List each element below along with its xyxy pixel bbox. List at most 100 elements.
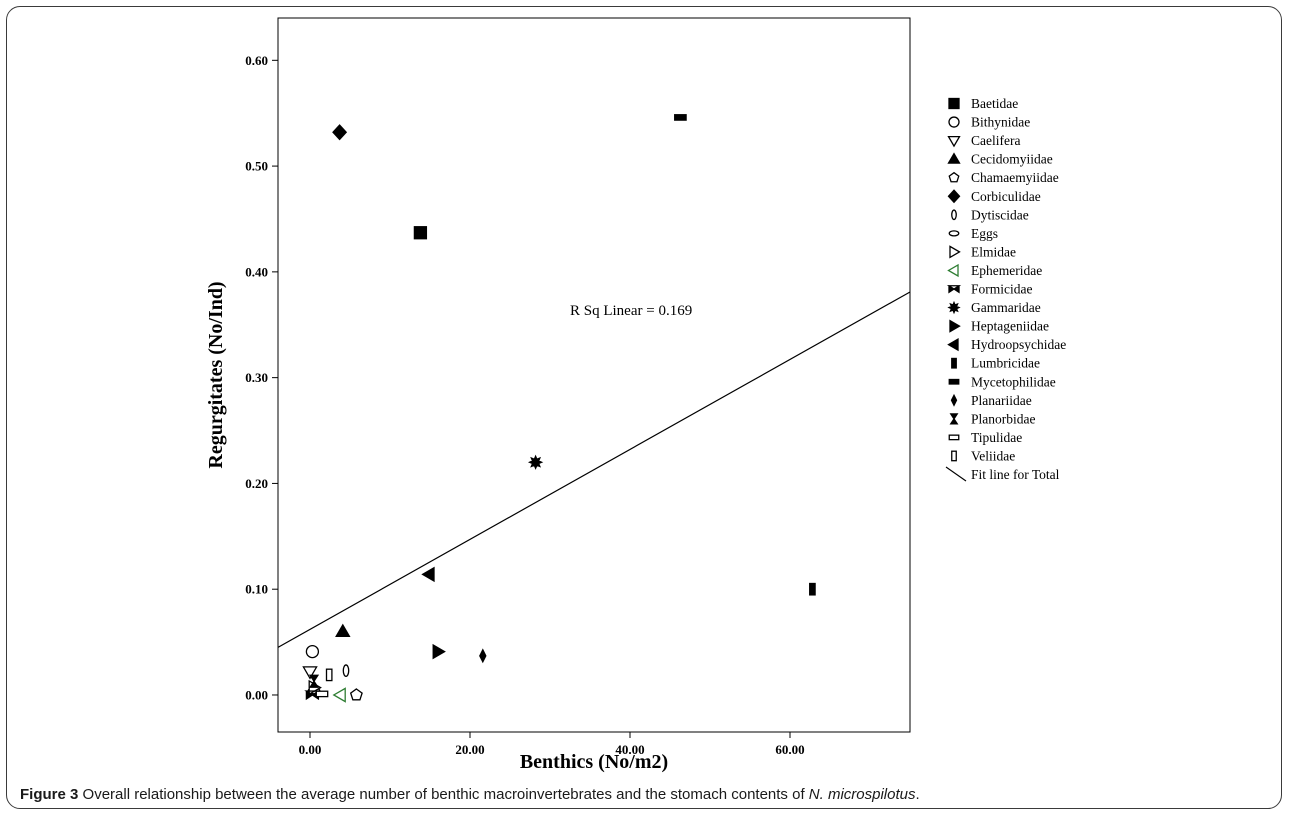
points-layer [302, 114, 816, 703]
legend-marker [947, 135, 961, 148]
caption-end: . [915, 786, 920, 803]
legend-label: Gammaridae [971, 300, 1041, 315]
legend-item-fit-line: Fit line for Total [945, 466, 1060, 482]
point-corbiculidae [332, 124, 348, 141]
legend-label: Hydroopsychidae [971, 337, 1066, 352]
legend-item: Planorbidae [949, 411, 1035, 426]
legend-label: Dytiscidae [971, 207, 1029, 222]
caption-text: Overall relationship between the average… [78, 786, 809, 803]
x-axis: 0.00 20.00 40.00 60.00 [299, 732, 805, 757]
legend-label: Planorbidae [971, 411, 1035, 426]
fit-line-layer [277, 291, 911, 648]
point-chamaemyiidae [349, 688, 363, 701]
x-tick-label: 40.00 [615, 742, 644, 757]
fit-line [277, 291, 911, 648]
point-caelifera [302, 666, 318, 680]
legend-label: Formicidae [971, 282, 1032, 297]
legend-item: Corbiculidae [947, 189, 1041, 204]
legend-marker [948, 434, 960, 441]
legend-item: Baetidae [948, 96, 1018, 111]
legend-label: Eggs [971, 226, 998, 241]
legend-marker [948, 230, 960, 237]
legend: Baetidae Bithynidae Caelifera Cecidomyiidae… [945, 96, 1066, 482]
legend-item: Ephemeridae [947, 263, 1042, 278]
caption-species: N. microspilotus [808, 786, 916, 803]
legend-label: Cecidomyiidae [971, 152, 1053, 167]
legend-marker [947, 263, 959, 278]
point-mycetophilidae [674, 114, 687, 121]
legend-marker [951, 209, 957, 221]
legend-marker [949, 245, 961, 259]
y-axis: 0.00 0.10 0.20 0.30 0.40 0.50 0.60 [245, 53, 278, 702]
legend-marker [949, 413, 959, 425]
x-tick-label: 0.00 [299, 742, 322, 757]
legend-label: Elmidae [971, 244, 1016, 259]
y-tick-label: 0.10 [245, 582, 268, 597]
figure-frame [6, 6, 1282, 809]
legend-item: Lumbricidae [951, 356, 1040, 371]
legend-item: Cecidomyiidae [947, 152, 1053, 167]
point-heptageniidae [432, 643, 446, 660]
legend-marker [948, 171, 960, 183]
legend-item: Bithynidae [948, 115, 1030, 130]
legend-label: Bithynidae [971, 115, 1030, 130]
legend-item: Formicidae [946, 282, 1032, 297]
point-tipulidae [315, 690, 329, 698]
point-hydroopsychidae [421, 566, 435, 583]
legend-item: Eggs [948, 226, 998, 241]
y-tick-label: 0.40 [245, 264, 268, 279]
point-lumbricidae [809, 582, 816, 596]
legend-marker [948, 116, 960, 128]
legend-marker [948, 378, 960, 385]
scatter-chart: 0.00 20.00 40.00 60.00 0.00 0.10 0.20 0.30 0.40… [205, 17, 1066, 773]
legend-item: Dytiscidae [951, 207, 1029, 222]
point-gammaridae [527, 454, 544, 470]
legend-label: Corbiculidae [971, 189, 1041, 204]
x-tick-label: 60.00 [775, 742, 804, 757]
legend-label: Ephemeridae [971, 263, 1042, 278]
point-baetidae [413, 226, 428, 240]
legend-label: Veliidae [971, 448, 1015, 463]
legend-marker [951, 357, 957, 369]
caption-label: Figure 3 [20, 786, 79, 803]
legend-item: Heptageniidae [949, 319, 1049, 334]
y-tick-label: 0.00 [245, 687, 268, 702]
legend-marker [951, 450, 957, 462]
legend-label: Planariidae [971, 393, 1032, 408]
r-squared-annotation: R Sq Linear = 0.169 [570, 303, 692, 319]
y-tick-label: 0.50 [245, 159, 268, 174]
legend-label: Lumbricidae [971, 356, 1040, 371]
legend-item: Chamaemyiidae [948, 170, 1059, 185]
x-tick-label: 20.00 [455, 742, 484, 757]
y-tick-label: 0.30 [245, 370, 268, 385]
legend-label: Caelifera [971, 133, 1020, 148]
legend-marker [947, 300, 961, 315]
y-axis-title: Regurgitates (No/Ind) [205, 281, 227, 468]
legend-item: Planariidae [950, 393, 1032, 408]
point-ephemeridae [332, 687, 346, 703]
point-planariidae [479, 648, 487, 664]
point-dytiscidae [342, 664, 350, 677]
point-veliidae [325, 668, 333, 682]
point-cecidomyiidae [335, 623, 351, 637]
legend-item: Veliidae [951, 448, 1015, 463]
y-tick-label: 0.20 [245, 476, 268, 491]
legend-marker [947, 338, 959, 352]
figure-caption: Figure 3 Overall relationship between th… [20, 786, 1275, 803]
legend-marker [947, 189, 961, 204]
point-bithynidae [305, 644, 320, 659]
legend-marker [948, 97, 960, 110]
legend-item: Mycetophilidae [948, 374, 1056, 389]
legend-label: Baetidae [971, 96, 1018, 111]
plot-area [277, 17, 911, 733]
legend-item: Gammaridae [947, 300, 1041, 315]
legend-item: Tipulidae [948, 430, 1022, 445]
x-axis-title: Benthics (No/m2) [520, 751, 668, 773]
legend-item: Caelifera [947, 133, 1020, 148]
legend-marker [950, 393, 958, 407]
y-tick-label: 0.60 [245, 53, 268, 68]
legend-label: Fit line for Total [971, 467, 1060, 482]
legend-label: Heptageniidae [971, 319, 1049, 334]
legend-marker [947, 152, 961, 164]
legend-marker [949, 319, 961, 333]
